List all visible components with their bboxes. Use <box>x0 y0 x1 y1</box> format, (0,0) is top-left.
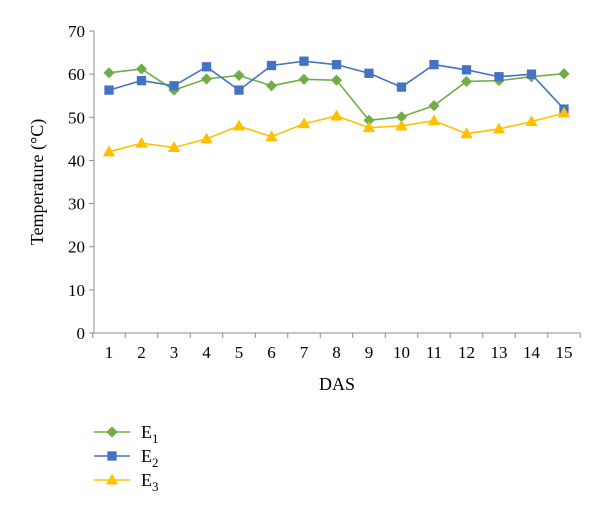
data-point <box>330 74 343 86</box>
legend-item-E2: E2 <box>94 446 159 470</box>
legend-marker <box>107 451 117 461</box>
x-ticks: 1 2 3 4 5 6 7 8 9 10 11 12 13 14 15 <box>92 333 581 362</box>
data-point <box>525 115 538 127</box>
y-tick-label: 30 <box>68 195 85 214</box>
y-tick-label: 50 <box>68 108 85 127</box>
data-point <box>494 72 504 82</box>
y-ticks: 0 10 20 30 40 50 60 70 <box>68 22 94 343</box>
x-tick-label: 6 <box>267 343 276 362</box>
legend-label-subscript: 3 <box>152 479 159 494</box>
x-tick-label: 1 <box>105 343 114 362</box>
legend-label: E1 <box>141 422 159 446</box>
data-point <box>265 130 278 142</box>
y-tick-label: 40 <box>68 151 85 170</box>
series-E3 <box>102 106 571 157</box>
y-tick-label: 20 <box>68 238 85 257</box>
data-point <box>169 81 179 91</box>
x-axis-title: DAS <box>319 374 355 394</box>
data-point <box>364 68 374 78</box>
data-point <box>428 100 440 112</box>
y-tick-label: 10 <box>68 281 85 300</box>
data-point <box>395 119 408 131</box>
data-point <box>461 65 472 75</box>
legend-label-subscript: 2 <box>152 455 159 470</box>
x-tick-label: 4 <box>202 343 211 362</box>
data-point <box>558 68 570 80</box>
data-point <box>135 136 148 148</box>
legend-label: E3 <box>141 470 159 494</box>
x-tick-label: 15 <box>556 343 573 362</box>
x-tick-label: 8 <box>332 343 341 362</box>
y-axis-title: Temperature (°C) <box>27 119 48 245</box>
data-point <box>396 82 407 92</box>
data-point <box>103 67 115 79</box>
data-point <box>200 132 213 144</box>
data-point <box>234 85 244 95</box>
x-tick-label: 2 <box>137 343 146 362</box>
x-tick-label: 14 <box>523 343 541 362</box>
data-point <box>331 60 342 70</box>
data-point <box>557 106 571 118</box>
data-point <box>167 141 181 153</box>
axes <box>93 31 580 334</box>
data-point <box>429 60 439 70</box>
data-point <box>266 60 277 71</box>
y-tick-label: 0 <box>77 324 86 343</box>
x-tick-label: 10 <box>393 343 410 362</box>
y-tick-label: 60 <box>68 65 85 84</box>
x-tick-label: 3 <box>170 343 179 362</box>
data-point <box>299 56 309 66</box>
data-point <box>298 73 310 85</box>
data-point <box>460 75 473 88</box>
legend-label-base: E <box>141 470 152 490</box>
data-point <box>460 127 473 139</box>
data-point <box>233 69 245 82</box>
data-point <box>427 114 441 126</box>
data-point <box>102 145 116 157</box>
data-point <box>104 85 114 95</box>
legend-label-subscript: 1 <box>152 431 159 446</box>
data-point <box>136 75 147 86</box>
data-point <box>135 63 148 75</box>
data-point <box>232 119 246 131</box>
legend-item-E1: E1 <box>94 422 159 446</box>
legend-marker <box>106 426 118 438</box>
x-tick-label: 13 <box>491 343 508 362</box>
legend-label-base: E <box>141 422 152 442</box>
legend-label-base: E <box>141 446 152 466</box>
data-point <box>330 109 343 121</box>
legend-item-E3: E3 <box>94 470 159 494</box>
x-tick-label: 9 <box>365 343 374 362</box>
data-point <box>200 73 213 85</box>
legend-label: E2 <box>141 446 159 470</box>
x-tick-label: 5 <box>235 343 244 362</box>
legend-marker <box>105 473 119 485</box>
data-point <box>297 117 311 129</box>
series-group <box>102 56 571 157</box>
data-point <box>201 62 212 72</box>
data-point <box>526 69 537 79</box>
data-point <box>362 121 376 133</box>
x-tick-label: 11 <box>426 343 442 362</box>
y-tick-label: 70 <box>68 22 85 41</box>
data-point <box>492 122 506 134</box>
x-tick-label: 12 <box>458 343 475 362</box>
data-point <box>265 80 278 92</box>
x-tick-label: 7 <box>300 343 309 362</box>
